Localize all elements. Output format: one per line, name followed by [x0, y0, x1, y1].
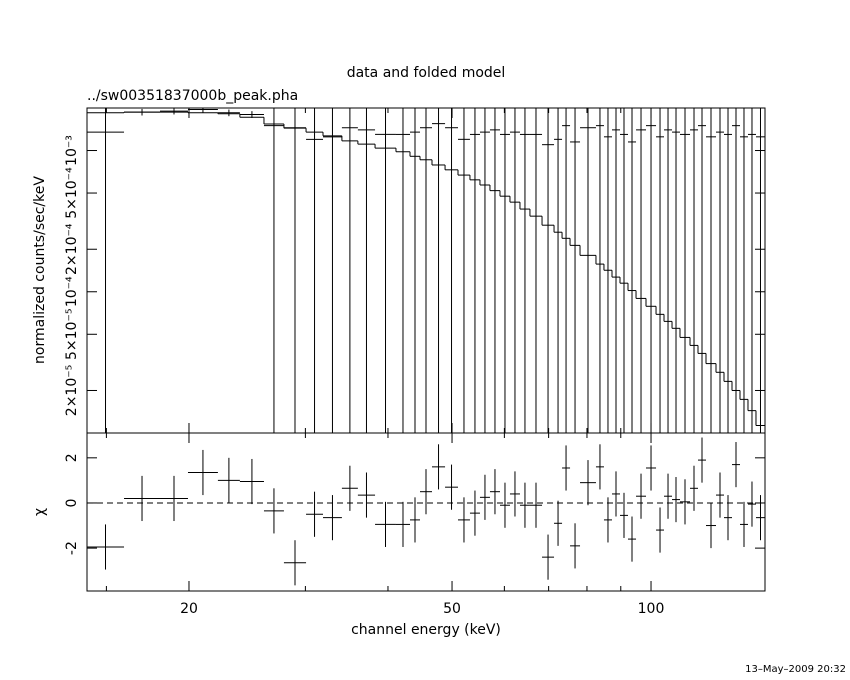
residual-y-tick-label: -2	[64, 541, 80, 555]
residual-plot	[87, 437, 765, 586]
y-tick-label: 2×10⁻⁴	[64, 223, 80, 275]
y-tick-label: 5×10⁻⁴	[64, 167, 80, 219]
y-axis-label: normalized counts/sec/keV	[32, 176, 48, 364]
residual-y-axis-label: χ	[32, 508, 48, 516]
chart-title: data and folded model	[347, 65, 506, 81]
x-axis-label: channel energy (keV)	[351, 622, 501, 638]
residual-y-tick-label: 2	[64, 453, 80, 462]
y-tick-label: 10⁻⁴	[64, 276, 80, 307]
y-tick-label: 2×10⁻⁵	[64, 365, 80, 416]
y-tick-label: 5×10⁻⁵	[64, 309, 80, 360]
residual-y-tick-label: 0	[64, 499, 80, 508]
y-tick-label: 10⁻³	[64, 135, 80, 166]
timestamp: 13–May–2009 20:32	[745, 664, 846, 675]
x-tick-label: 100	[638, 601, 665, 617]
x-tick-label: 20	[180, 601, 198, 617]
chart-subtitle: ../sw00351837000b_peak.pha	[87, 88, 298, 104]
top-plot	[87, 108, 765, 433]
x-tick-label: 50	[443, 601, 461, 617]
